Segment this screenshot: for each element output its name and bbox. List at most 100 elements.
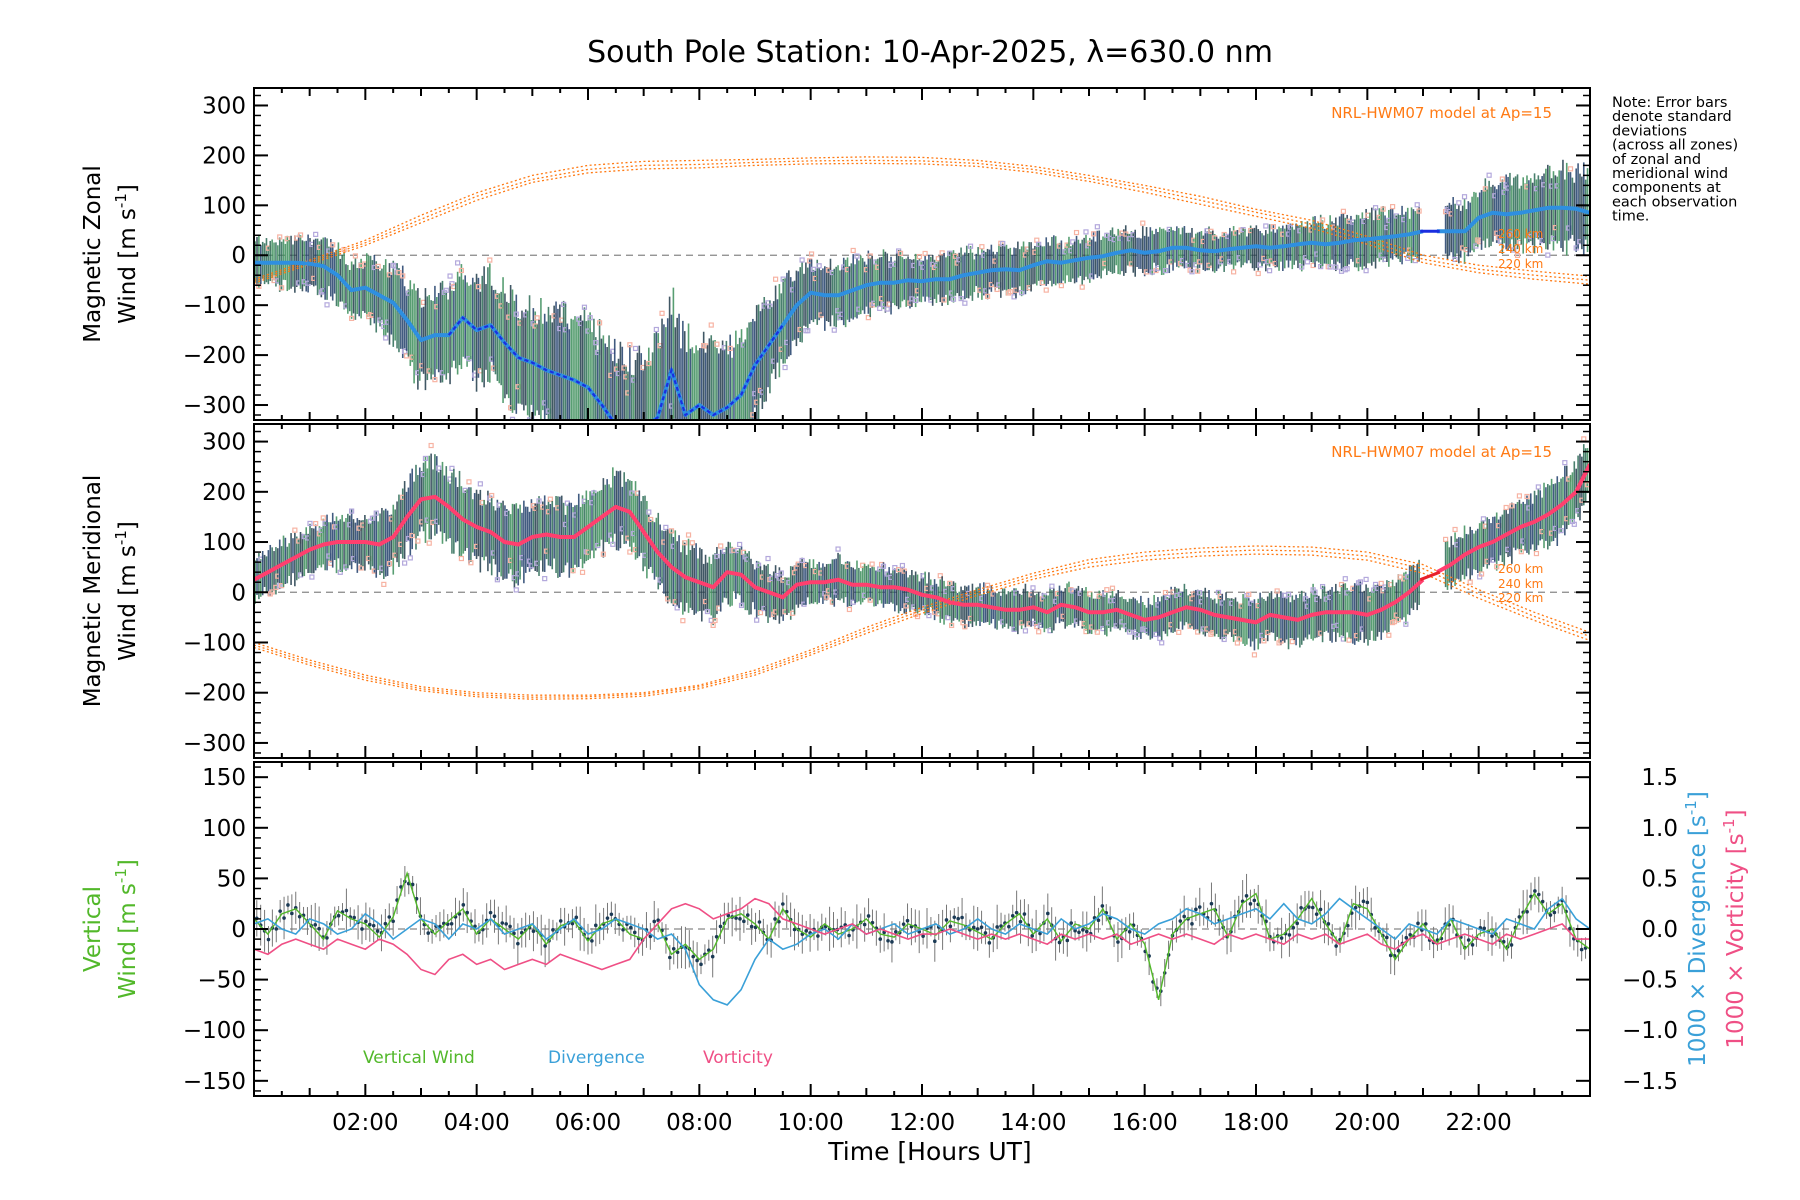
zone-sample <box>1378 580 1384 587</box>
vertical-point <box>1252 898 1257 903</box>
vertical-point <box>886 938 890 943</box>
divergence-axis-label-sup: -1 <box>1682 800 1700 815</box>
zone-sample <box>513 311 519 317</box>
zone-sample <box>591 490 597 496</box>
zone-sample <box>1395 617 1401 623</box>
x-tick-label: 10:00 <box>778 1110 844 1136</box>
zone-sample <box>570 568 576 574</box>
zone-sample <box>307 520 313 527</box>
x-tick-label: 22:00 <box>1446 1110 1512 1136</box>
vertical-point <box>1077 930 1081 935</box>
vertical-point <box>1326 922 1331 926</box>
vertical-point <box>1010 913 1015 918</box>
vertical-point <box>847 933 851 938</box>
y-axis-label-close: ] <box>115 184 141 193</box>
zone-sample <box>1514 252 1521 259</box>
vertical-point <box>1365 900 1370 905</box>
vertical-point <box>313 923 318 927</box>
vertical-point <box>944 918 949 922</box>
note-line: components at <box>1612 180 1721 196</box>
zone-sample <box>1535 484 1541 490</box>
vertical-point <box>718 924 723 929</box>
zone-sample <box>407 555 413 561</box>
zone-sample <box>867 597 873 603</box>
zone-sample <box>835 546 841 552</box>
zone-sample <box>711 461 715 465</box>
zone-sample <box>269 589 275 595</box>
zone-sample <box>880 563 887 569</box>
y-axis-label-sup: -1 <box>112 193 130 208</box>
zone-sample <box>381 581 387 587</box>
zone-sample <box>816 263 822 269</box>
y-tick-label: −200 <box>183 681 246 707</box>
vertical-point <box>1388 953 1393 958</box>
vertical-point <box>1084 929 1089 934</box>
zone-sample <box>1109 585 1116 591</box>
zone-sample <box>648 516 654 523</box>
y-tick-label: −300 <box>183 393 246 419</box>
vertical-point <box>695 958 699 963</box>
zone-sample <box>664 448 668 452</box>
zone-sample <box>1581 436 1587 442</box>
zone-sample <box>754 617 760 623</box>
zone-sample <box>571 451 575 455</box>
zone-sample <box>436 465 442 471</box>
legend-divergence: Divergence <box>548 1048 645 1068</box>
vertical-point <box>792 927 797 932</box>
zone-sample <box>1302 596 1309 602</box>
zone-sample <box>489 492 495 499</box>
zone-sample <box>1261 638 1267 644</box>
zone-sample <box>1162 589 1169 596</box>
zone-sample <box>799 257 805 263</box>
vertical-point <box>1018 919 1023 924</box>
zone-sample <box>1019 290 1025 296</box>
vertical-point <box>1065 938 1070 943</box>
zone-sample <box>765 555 771 562</box>
vertical-point <box>1346 923 1350 928</box>
zone-sample <box>377 317 383 323</box>
vertical-point <box>1509 943 1514 947</box>
zone-sample <box>1482 186 1488 192</box>
zone-sample <box>736 446 740 450</box>
zone-sample <box>767 303 773 309</box>
zone-sample <box>1058 283 1064 289</box>
y-axis-label-line1: Vertical <box>80 886 106 972</box>
vertical-point <box>391 919 395 924</box>
zone-sample <box>409 532 415 539</box>
vertical-point <box>266 937 271 942</box>
zone-sample <box>396 270 402 276</box>
zone-sample <box>432 377 438 383</box>
vertical-point <box>282 916 286 920</box>
zone-sample <box>1036 629 1042 635</box>
vertical-point <box>956 916 960 921</box>
note-line: of zonal and <box>1612 152 1701 168</box>
x-tick-label: 02:00 <box>332 1110 398 1136</box>
vertical-point <box>1490 934 1494 938</box>
model-curve-220-km <box>254 162 1590 285</box>
zonal-core-line <box>447 316 784 420</box>
zone-sample <box>1304 259 1311 265</box>
zone-sample <box>755 562 762 568</box>
zone-sample <box>1390 204 1396 210</box>
vertical-point <box>878 937 883 941</box>
vertical-point <box>504 922 508 926</box>
y-tick-label: 0 <box>231 243 246 269</box>
zone-sample <box>950 296 957 302</box>
zone-sample <box>320 515 326 521</box>
vertical-point <box>1533 889 1537 893</box>
zone-sample <box>668 528 675 534</box>
vertical-point <box>862 922 867 927</box>
vertical-point <box>336 913 341 918</box>
zone-sample <box>854 253 860 259</box>
zone-sample <box>649 474 653 478</box>
right-tick-label: −1.5 <box>1622 1069 1678 1095</box>
vertical-point <box>286 903 290 907</box>
vorticity-axis-label-text: 1000 × Vorticity [s <box>1723 833 1749 1048</box>
zone-sample <box>941 297 947 303</box>
vertical-point <box>1069 921 1073 925</box>
vertical-point <box>461 903 466 907</box>
zone-sample <box>896 566 902 573</box>
vertical-point <box>1579 947 1584 952</box>
